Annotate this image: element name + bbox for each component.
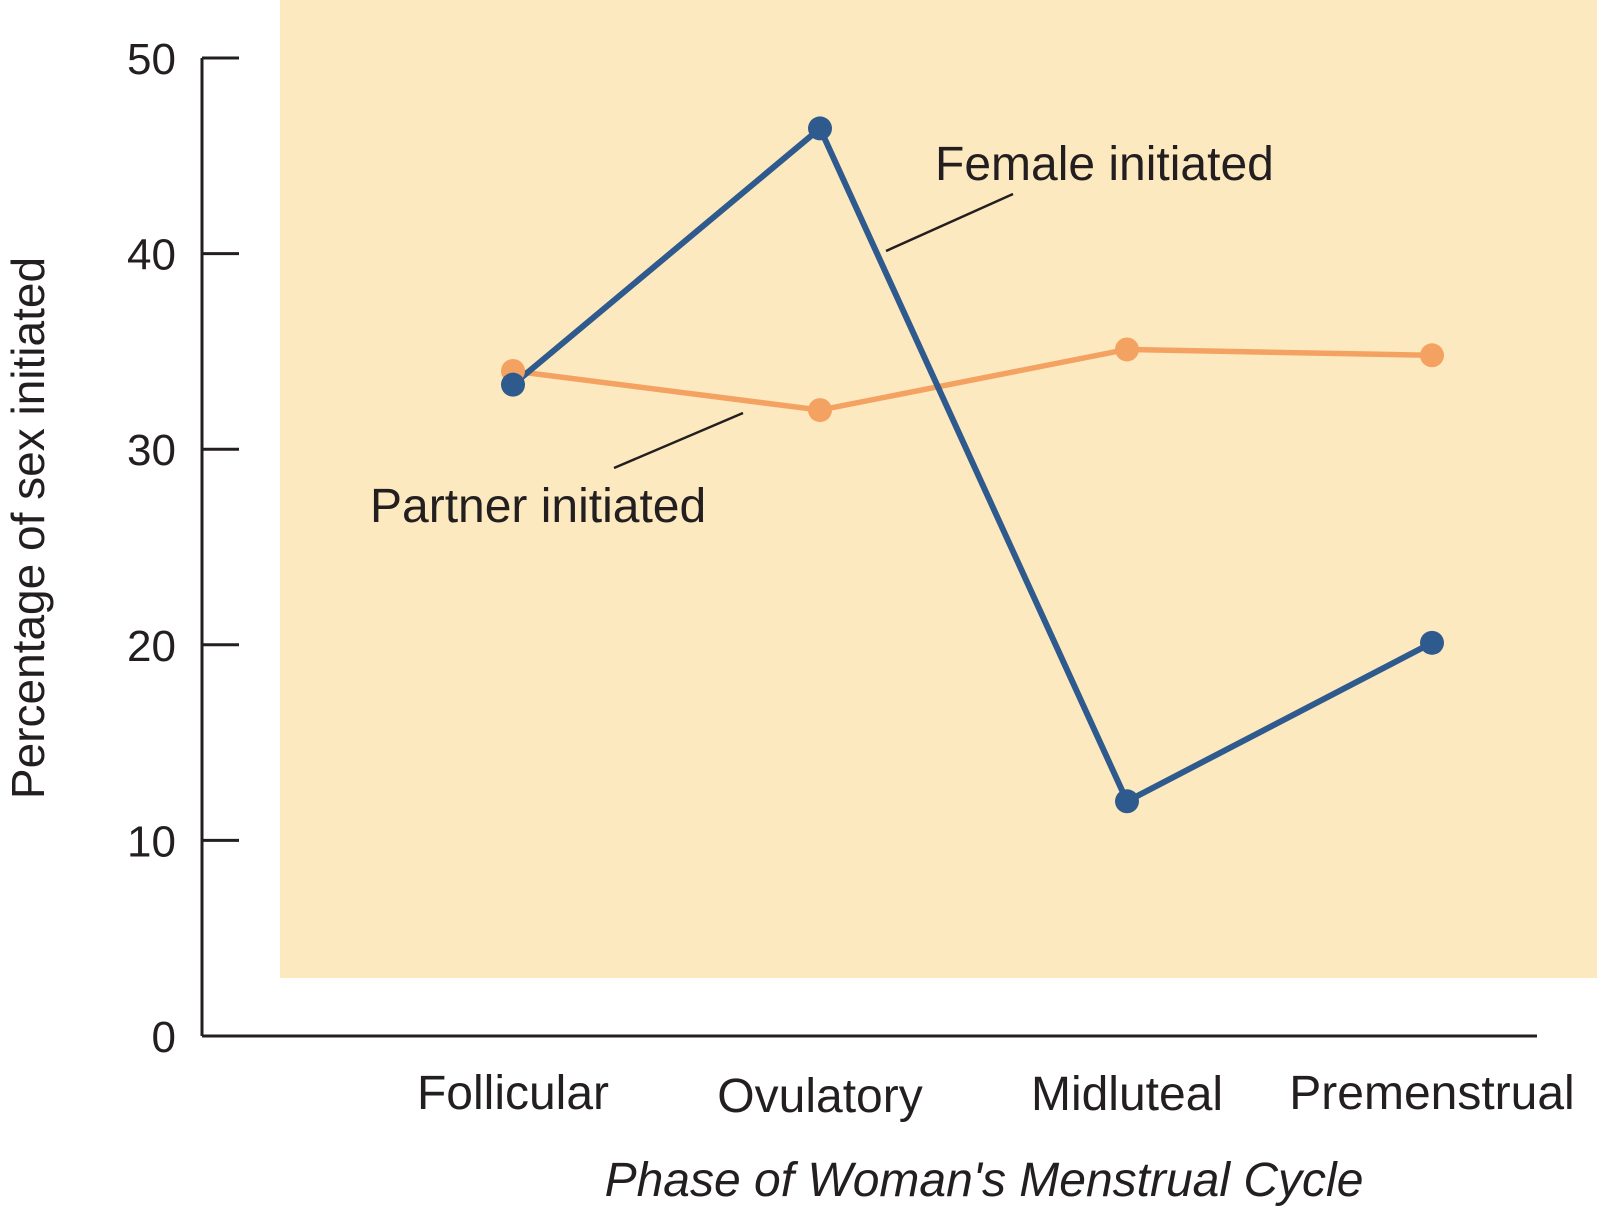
female-data-point (1420, 630, 1444, 655)
y-axis-ticks: 0 10 20 30 40 50 (127, 35, 239, 1062)
partner-leader-line (613, 411, 744, 470)
female-leader-line (885, 192, 1014, 253)
series-lines (511, 125, 1434, 805)
x-axis-title: Phase of Woman's Menstrual Cycle (605, 1154, 1364, 1207)
y-tick-label: 10 (127, 817, 176, 866)
series-points (501, 116, 1444, 814)
female-series-label: Female initiated (935, 138, 1274, 191)
x-category-label: Ovulatory (717, 1070, 922, 1123)
x-axis-categories: Follicular Ovulatory Midluteal Premenstrual (417, 1067, 1575, 1123)
x-category-label: Follicular (417, 1067, 609, 1120)
y-tick-label: 30 (127, 426, 176, 475)
y-tick-label: 20 (127, 622, 176, 671)
y-tick-label: 0 (152, 1013, 176, 1062)
plot-background (280, 0, 1597, 978)
x-category-label: Midluteal (1031, 1068, 1223, 1121)
partner-data-point (1420, 343, 1444, 368)
partner-data-point (1115, 337, 1139, 362)
partner-data-point (808, 398, 832, 423)
female-data-point (1115, 789, 1139, 814)
y-tick-label: 50 (127, 35, 176, 84)
female-initiated-line (511, 125, 1434, 805)
y-axis-title: Percentage of sex initiated (2, 257, 54, 799)
partner-series-label: Partner initiated (370, 480, 706, 533)
y-tick-label: 40 (127, 231, 176, 280)
x-category-label: Premenstrual (1289, 1067, 1574, 1120)
female-data-point (501, 372, 525, 397)
female-data-point (808, 116, 832, 141)
partner-initiated-line (512, 346, 1433, 413)
